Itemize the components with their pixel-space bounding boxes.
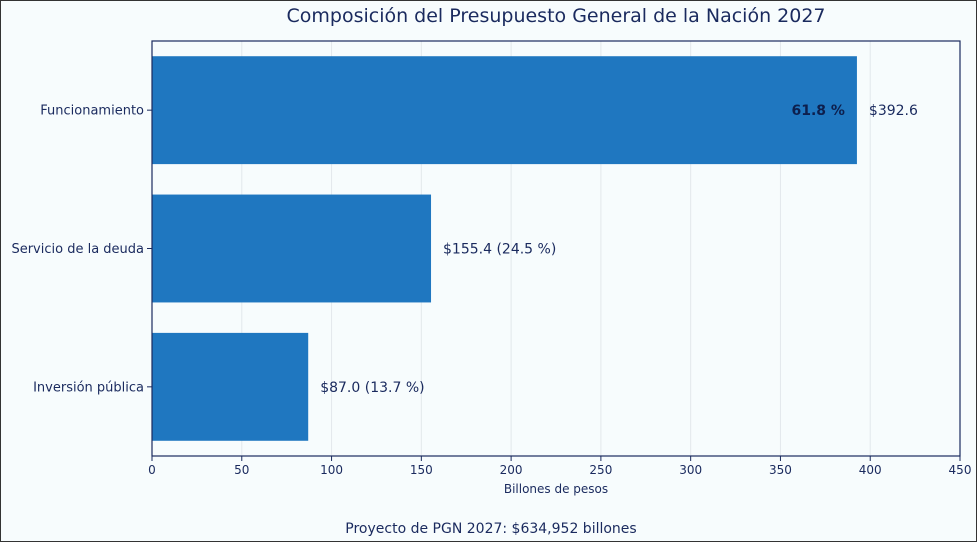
x-tick-label: 400 <box>859 463 882 477</box>
bar <box>152 332 309 441</box>
x-axis-title: Billones de pesos <box>504 482 608 496</box>
category-label: Servicio de la deuda <box>11 242 144 257</box>
x-tick-label: 200 <box>500 463 523 477</box>
value-label: $87.0 (13.7 %) <box>320 380 424 396</box>
chart-title: Composición del Presupuesto General de l… <box>286 5 825 27</box>
x-tick-label: 100 <box>320 463 343 477</box>
x-tick-label: 0 <box>148 463 156 477</box>
x-tick-label: 150 <box>410 463 433 477</box>
category-label: Funcionamiento <box>40 104 144 119</box>
category-label: Inversión pública <box>33 380 144 395</box>
percent-label-inside: 61.8 % <box>791 103 844 119</box>
bar <box>152 56 857 165</box>
x-tick-label: 450 <box>949 463 972 477</box>
x-tick-label: 250 <box>589 463 612 477</box>
bar <box>152 194 432 303</box>
x-tick-label: 300 <box>679 463 702 477</box>
footer-note: Proyecto de PGN 2027: $634,952 billones <box>345 521 636 537</box>
value-label: $392.6 <box>869 103 918 119</box>
x-tick-label: 50 <box>234 463 249 477</box>
value-label: $155.4 (24.5 %) <box>443 242 556 258</box>
x-tick-label: 350 <box>769 463 792 477</box>
